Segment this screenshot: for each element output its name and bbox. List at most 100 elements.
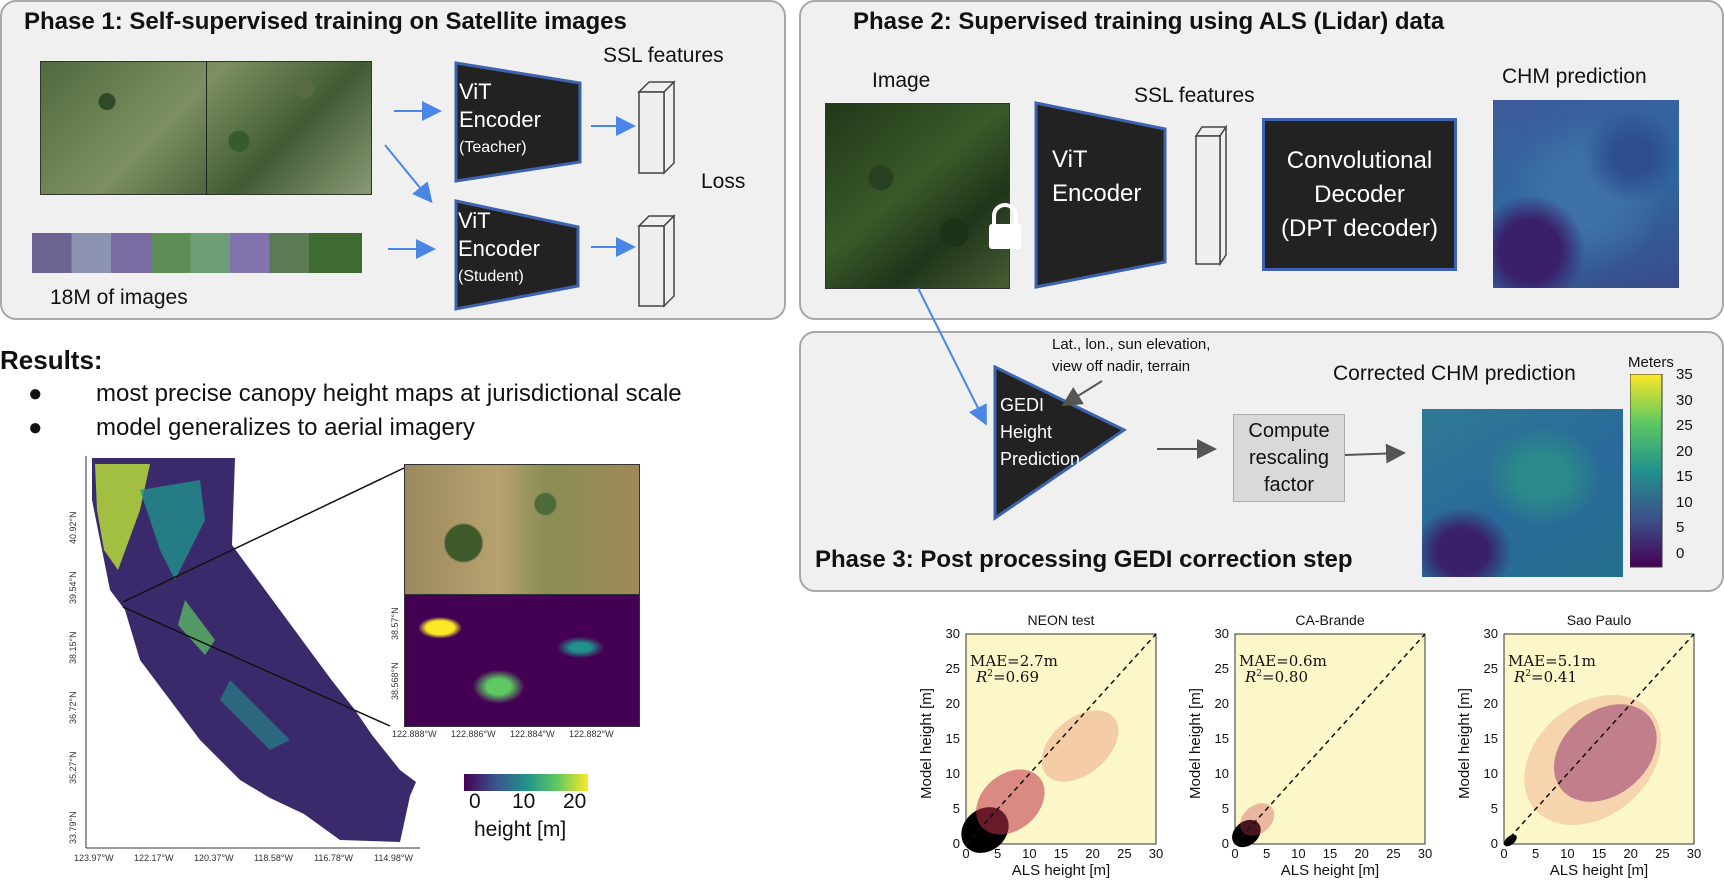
results-title: Results: bbox=[0, 345, 103, 375]
plot-ytick: 10 bbox=[1483, 766, 1498, 781]
student-encoder-label: ViT Encoder (Student) bbox=[458, 208, 540, 285]
density-plot-svg bbox=[1232, 633, 1426, 848]
inset-height-map bbox=[404, 594, 640, 727]
plot-ytick: 20 bbox=[945, 696, 960, 711]
rescale-box: Compute rescaling factor bbox=[1233, 414, 1345, 502]
teacher-encoder-label: ViT Encoder (Teacher) bbox=[459, 79, 541, 156]
results-bullet-1: ● most precise canopy height maps at juri… bbox=[28, 380, 682, 407]
plot-ytick: 0 bbox=[952, 836, 960, 851]
r2-exp: 2 bbox=[1256, 669, 1263, 679]
teacher-feature-block bbox=[637, 80, 676, 175]
phase3-title: Phase 3: Post processing GEDI correction… bbox=[815, 546, 1353, 573]
colorbar-tick: 0 bbox=[1676, 544, 1685, 562]
plot-ytick: 15 bbox=[945, 731, 960, 746]
map-lon-tick: 122.17°W bbox=[134, 853, 174, 863]
plot-xtick: 20 bbox=[1354, 846, 1369, 861]
map-colorbar bbox=[464, 774, 588, 791]
colorbar-tick: 20 bbox=[1676, 442, 1693, 460]
density-blob bbox=[1553, 704, 1657, 802]
inset-lon-tick: 122.882°W bbox=[569, 729, 614, 739]
map-lat-tick: 33.79°N bbox=[68, 811, 78, 844]
plot-xtick: 20 bbox=[1085, 846, 1100, 861]
r2-value: =0.80 bbox=[1262, 668, 1308, 686]
plot-xtick: 10 bbox=[1022, 846, 1037, 861]
colorbar-tick: 35 bbox=[1676, 366, 1693, 383]
teacher-encoder-shape bbox=[454, 61, 582, 183]
plot-xtick: 5 bbox=[1263, 846, 1271, 861]
phase2-image-label: Image bbox=[872, 69, 931, 92]
plot-title: Sao Paulo bbox=[1566, 612, 1632, 628]
plot-r2: R2=0.69 bbox=[976, 668, 1039, 686]
map-colorbar-tick-10: 10 bbox=[512, 790, 536, 813]
phase2-encoder-shape bbox=[1034, 101, 1167, 289]
corrected-chm-image bbox=[1422, 409, 1623, 577]
plot-xtick: 15 bbox=[1053, 846, 1069, 861]
plot-title: CA-Brande bbox=[1295, 612, 1365, 628]
arrow-rescale-to-corrected bbox=[1344, 443, 1406, 464]
student-encoder-shape bbox=[454, 199, 580, 311]
map-lat-tick: 38.15°N bbox=[68, 631, 78, 664]
inset-lat-tick: 38.57°N bbox=[390, 607, 400, 640]
inset-lon-tick: 122.888°W bbox=[392, 729, 437, 739]
plot-mae: MAE=2.7m bbox=[970, 652, 1058, 670]
gedi-shape bbox=[993, 364, 1127, 521]
r2-value: =0.41 bbox=[1531, 668, 1577, 686]
plot-xtick: 20 bbox=[1623, 846, 1638, 861]
plot-ytick: 25 bbox=[1214, 661, 1229, 676]
image-pair-divider bbox=[206, 61, 207, 194]
california-map bbox=[85, 456, 420, 849]
map-lat-tick: 35.27°N bbox=[68, 751, 78, 784]
arrow-inputs-to-gedi bbox=[1061, 380, 1103, 407]
phase1-ssl-features-label: SSL features bbox=[603, 44, 724, 67]
plot-xlabel: ALS height [m] bbox=[1011, 862, 1111, 879]
plot-ytick: 25 bbox=[1483, 661, 1498, 676]
plot-ytick: 0 bbox=[1490, 836, 1498, 851]
phase1-diagram bbox=[384, 61, 676, 311]
phase2-feature-block bbox=[1194, 124, 1228, 267]
plot-ylabel: Model height [m] bbox=[1187, 688, 1204, 799]
plot-xtick: 30 bbox=[1686, 846, 1702, 861]
plot-ytick: 10 bbox=[945, 766, 960, 781]
r2-exp: 2 bbox=[1525, 669, 1532, 679]
colorbar-tick: 5 bbox=[1676, 519, 1685, 536]
plot-xtick: 25 bbox=[1386, 846, 1401, 861]
plot-ytick: 25 bbox=[945, 661, 960, 676]
plot-xtick: 10 bbox=[1560, 846, 1575, 861]
student-feature-block bbox=[637, 214, 676, 308]
identity-line bbox=[965, 633, 1157, 845]
identity-line bbox=[1503, 633, 1695, 845]
identity-line bbox=[1234, 633, 1426, 845]
california-shape bbox=[92, 458, 416, 842]
plot-xtick: 15 bbox=[1322, 846, 1338, 861]
plot-xtick: 25 bbox=[1655, 846, 1670, 861]
plot-r2: R2=0.80 bbox=[1245, 668, 1308, 686]
decoder-box: Convolutional Decoder (DPT decoder) bbox=[1262, 118, 1457, 271]
phase3-colorbar bbox=[1630, 374, 1663, 568]
phase1-title: Phase 1: Self-supervised training on Sat… bbox=[24, 8, 627, 35]
plot-xlabel: ALS height [m] bbox=[1549, 862, 1649, 879]
map-colorbar-tick-0: 0 bbox=[469, 790, 481, 813]
plot-r2: R2=0.41 bbox=[1514, 668, 1577, 686]
phase2-ssl-features-label: SSL features bbox=[1134, 84, 1255, 107]
plot-xtick: 0 bbox=[1500, 846, 1508, 861]
density-blob bbox=[1041, 710, 1119, 782]
plot-ylabel: Model height [m] bbox=[918, 688, 935, 799]
map-lon-tick: 123.97°W bbox=[74, 853, 114, 863]
gedi-label: GEDI Height Prediction bbox=[1000, 395, 1081, 469]
map-colorbar-label: height [m] bbox=[474, 818, 567, 841]
inset-lat-tick: 38.568°N bbox=[390, 662, 400, 700]
density-blob bbox=[976, 769, 1045, 835]
phase2-diagram bbox=[989, 101, 1228, 289]
map-colorbar-tick-20: 20 bbox=[563, 790, 587, 813]
phase2-input-image bbox=[825, 103, 1010, 289]
plot-ylabel: Model height [m] bbox=[1456, 688, 1473, 799]
map-lon-tick: 118.58°W bbox=[254, 853, 293, 863]
plot-ytick: 5 bbox=[1221, 801, 1229, 816]
gedi-inputs-label: Lat., lon., sun elevation, view off nadir… bbox=[1052, 336, 1211, 375]
density-blob bbox=[1240, 803, 1275, 836]
phase2-chm-label: CHM prediction bbox=[1502, 65, 1647, 88]
density-plot-svg bbox=[1503, 633, 1695, 847]
cross-panel-arrow bbox=[917, 287, 987, 426]
r2-symbol: R bbox=[976, 668, 988, 686]
plot-ytick: 5 bbox=[1490, 801, 1498, 816]
